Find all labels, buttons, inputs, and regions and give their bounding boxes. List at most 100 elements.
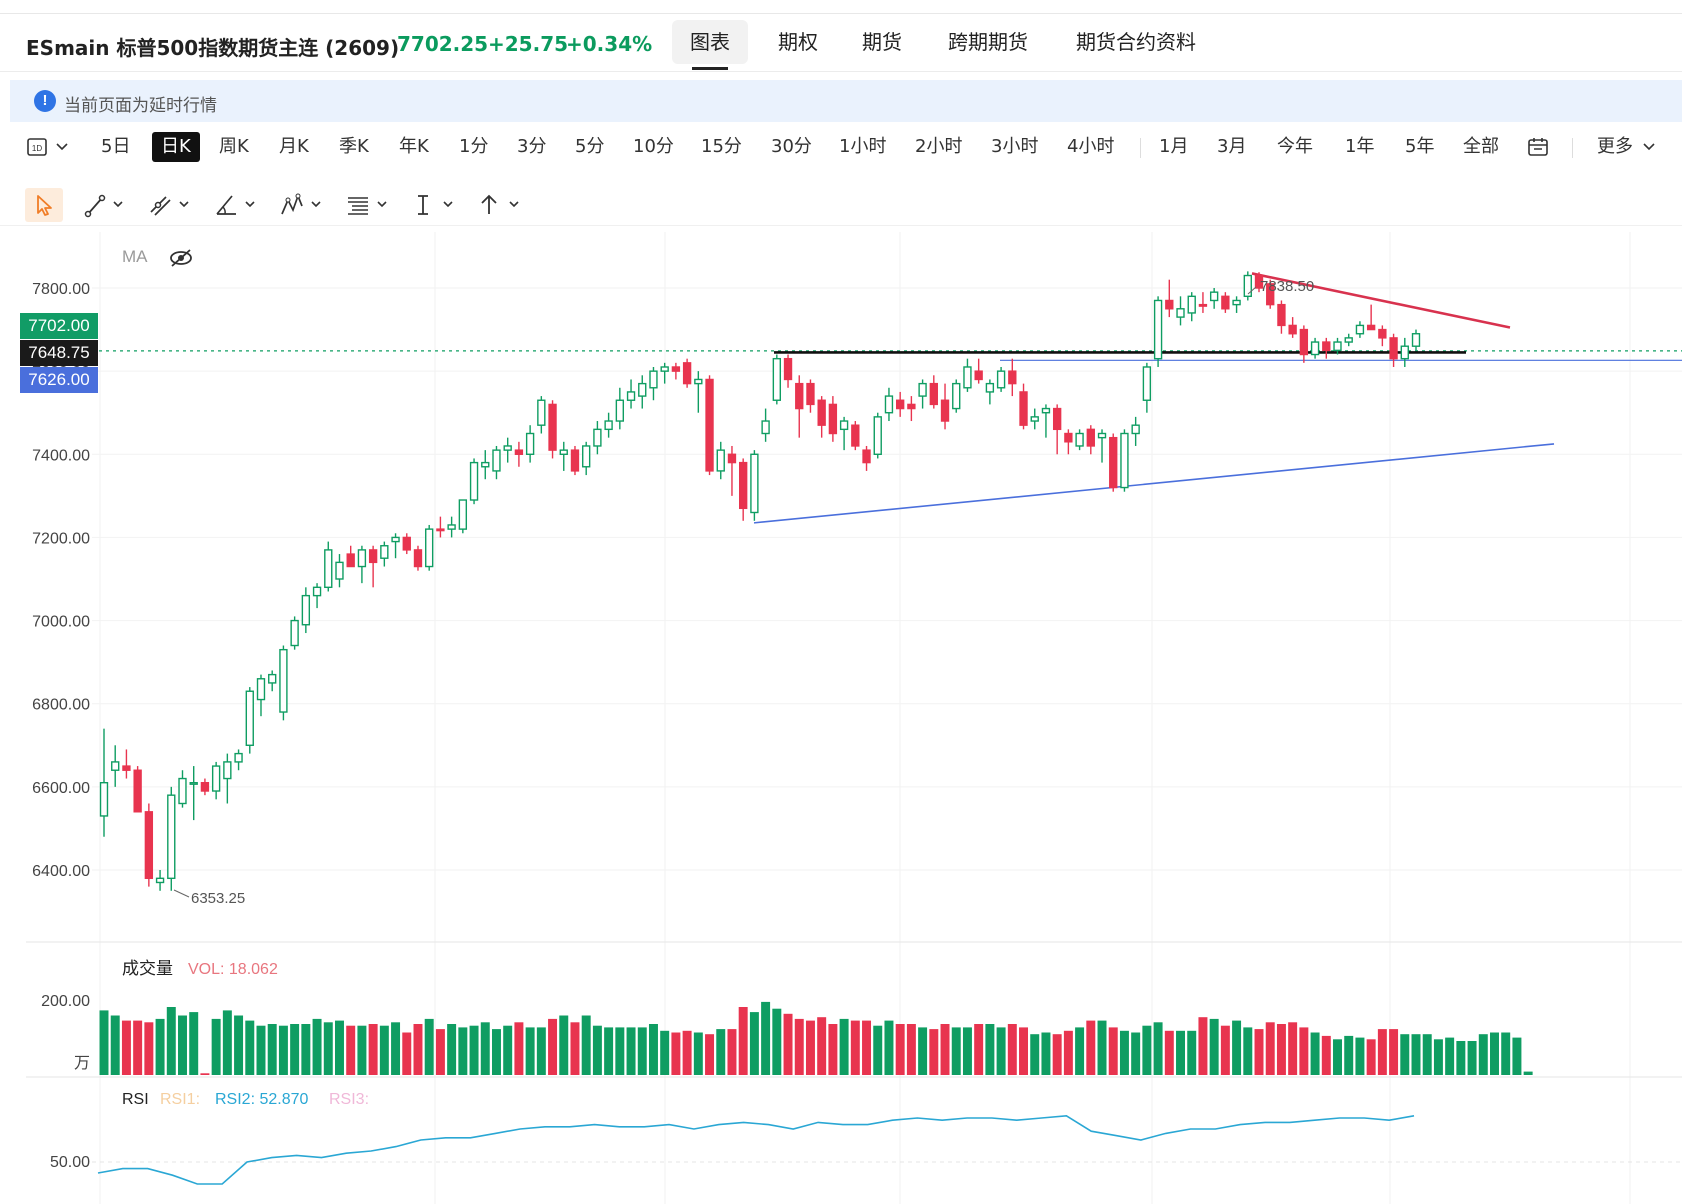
volume-bar <box>447 1024 457 1075</box>
volume-bar <box>1523 1071 1533 1075</box>
period-17[interactable]: 3月 <box>1217 136 1247 157</box>
more-periods-button[interactable]: 更多 <box>1588 132 1664 162</box>
kline-chart[interactable]: 7800.007600.007400.007200.007000.006800.… <box>0 232 1682 1204</box>
period-16[interactable]: 1月 <box>1159 136 1189 157</box>
text-tool[interactable] <box>344 188 402 222</box>
candle-body <box>851 424 860 447</box>
period-21[interactable]: 全部 <box>1463 136 1499 157</box>
candle-body <box>223 761 232 780</box>
volume-bar <box>1355 1037 1365 1075</box>
period-13[interactable]: 2小时 <box>915 136 963 157</box>
candle-body <box>290 619 299 647</box>
volume-bar <box>435 1029 445 1075</box>
volume-bar <box>581 1015 591 1075</box>
candle-body <box>1198 303 1208 307</box>
candle-body <box>391 536 400 543</box>
candle-body <box>167 794 176 880</box>
volume-bar <box>783 1013 793 1075</box>
arrow-tool[interactable] <box>476 188 534 222</box>
line-tool[interactable] <box>80 188 138 222</box>
candle-body <box>1064 432 1073 443</box>
candle-body <box>694 378 703 385</box>
period-4[interactable]: 季K <box>339 136 369 157</box>
tab-futures[interactable]: 期货 <box>862 30 902 54</box>
tab-contract-info[interactable]: 期货合约资料 <box>1076 30 1196 54</box>
volume-bar <box>110 1015 120 1075</box>
candle-body <box>1366 324 1376 331</box>
volume-bar <box>267 1024 277 1075</box>
volume-bar <box>727 1029 737 1075</box>
period-18[interactable]: 今年 <box>1277 136 1313 157</box>
period-12[interactable]: 1小时 <box>839 136 887 157</box>
volume-bar <box>1119 1030 1129 1075</box>
tab-calendar-spread[interactable]: 跨期期货 <box>948 30 1028 54</box>
candle-body <box>671 366 681 372</box>
period-5[interactable]: 年K <box>399 136 429 157</box>
period-11[interactable]: 30分 <box>771 136 812 157</box>
candle-body <box>189 782 198 785</box>
volume-bar <box>705 1034 715 1075</box>
volume-bar <box>133 1020 143 1075</box>
period-7[interactable]: 3分 <box>517 136 547 157</box>
candle-body <box>772 357 781 401</box>
arrow-up-icon <box>481 194 519 214</box>
parallel-tool[interactable] <box>146 188 204 222</box>
volume-bar <box>671 1032 681 1075</box>
candle-body <box>1333 341 1342 352</box>
candle-body <box>200 782 210 792</box>
candle-body <box>660 366 669 372</box>
volume-bar <box>1131 1032 1141 1075</box>
volume-bar <box>312 1018 322 1075</box>
price-tick: 7400.00 <box>32 447 90 464</box>
volume-bar <box>929 1029 939 1075</box>
candle-body <box>1019 391 1028 426</box>
volume-bar <box>211 1018 221 1075</box>
period-6[interactable]: 1分 <box>459 136 489 157</box>
period-selector[interactable]: 1D <box>26 136 74 158</box>
period-14[interactable]: 3小时 <box>991 136 1039 157</box>
hide-ma-icon[interactable] <box>170 249 192 267</box>
period-20[interactable]: 5年 <box>1405 136 1435 157</box>
volume-bar <box>1377 1029 1387 1075</box>
angle-tool[interactable] <box>212 188 270 222</box>
period-9[interactable]: 10分 <box>633 136 674 157</box>
volume-bar <box>951 1027 961 1075</box>
period-10[interactable]: 15分 <box>701 136 742 157</box>
period-1[interactable]: 日K <box>152 132 200 162</box>
volume-bar <box>166 1007 176 1075</box>
chevron-down-icon <box>56 143 68 151</box>
volume-bar <box>985 1024 995 1075</box>
volume-bar <box>99 1010 109 1075</box>
pattern-tool[interactable] <box>278 188 336 222</box>
period-2[interactable]: 周K <box>219 136 249 157</box>
volume-bar <box>335 1020 344 1075</box>
custom-range-icon[interactable] <box>1526 136 1550 158</box>
candle-body <box>985 382 995 393</box>
period-0[interactable]: 5日 <box>101 136 131 157</box>
tab-options[interactable]: 期权 <box>778 30 818 54</box>
period-15[interactable]: 4小时 <box>1067 136 1115 157</box>
candle-body <box>1142 366 1152 401</box>
volume-bar <box>1467 1041 1477 1075</box>
cursor-text-tool[interactable] <box>410 188 468 222</box>
volume-bar <box>256 1025 266 1075</box>
period-19[interactable]: 1年 <box>1345 136 1375 157</box>
volume-bar <box>402 1032 412 1075</box>
volume-bar <box>200 1073 210 1075</box>
volume-bar <box>1333 1039 1342 1075</box>
period-3[interactable]: 月K <box>279 136 309 157</box>
candle-body <box>839 420 849 431</box>
volume-bar <box>906 1024 916 1075</box>
candle-body <box>1109 436 1118 489</box>
volume-bar <box>1411 1034 1421 1075</box>
period-8[interactable]: 5分 <box>575 136 605 157</box>
top-divider <box>0 13 1682 14</box>
select-tool[interactable] <box>25 188 63 222</box>
volume-bar <box>301 1024 311 1075</box>
candle-body <box>1176 308 1185 318</box>
rsi2-label: RSI2: 52.870 <box>215 1091 309 1108</box>
drawing-toolbar <box>0 184 1682 226</box>
tab-chart[interactable]: 图表 <box>672 20 748 70</box>
low-label: 6353.25 <box>191 890 245 907</box>
candle-body <box>929 382 938 406</box>
